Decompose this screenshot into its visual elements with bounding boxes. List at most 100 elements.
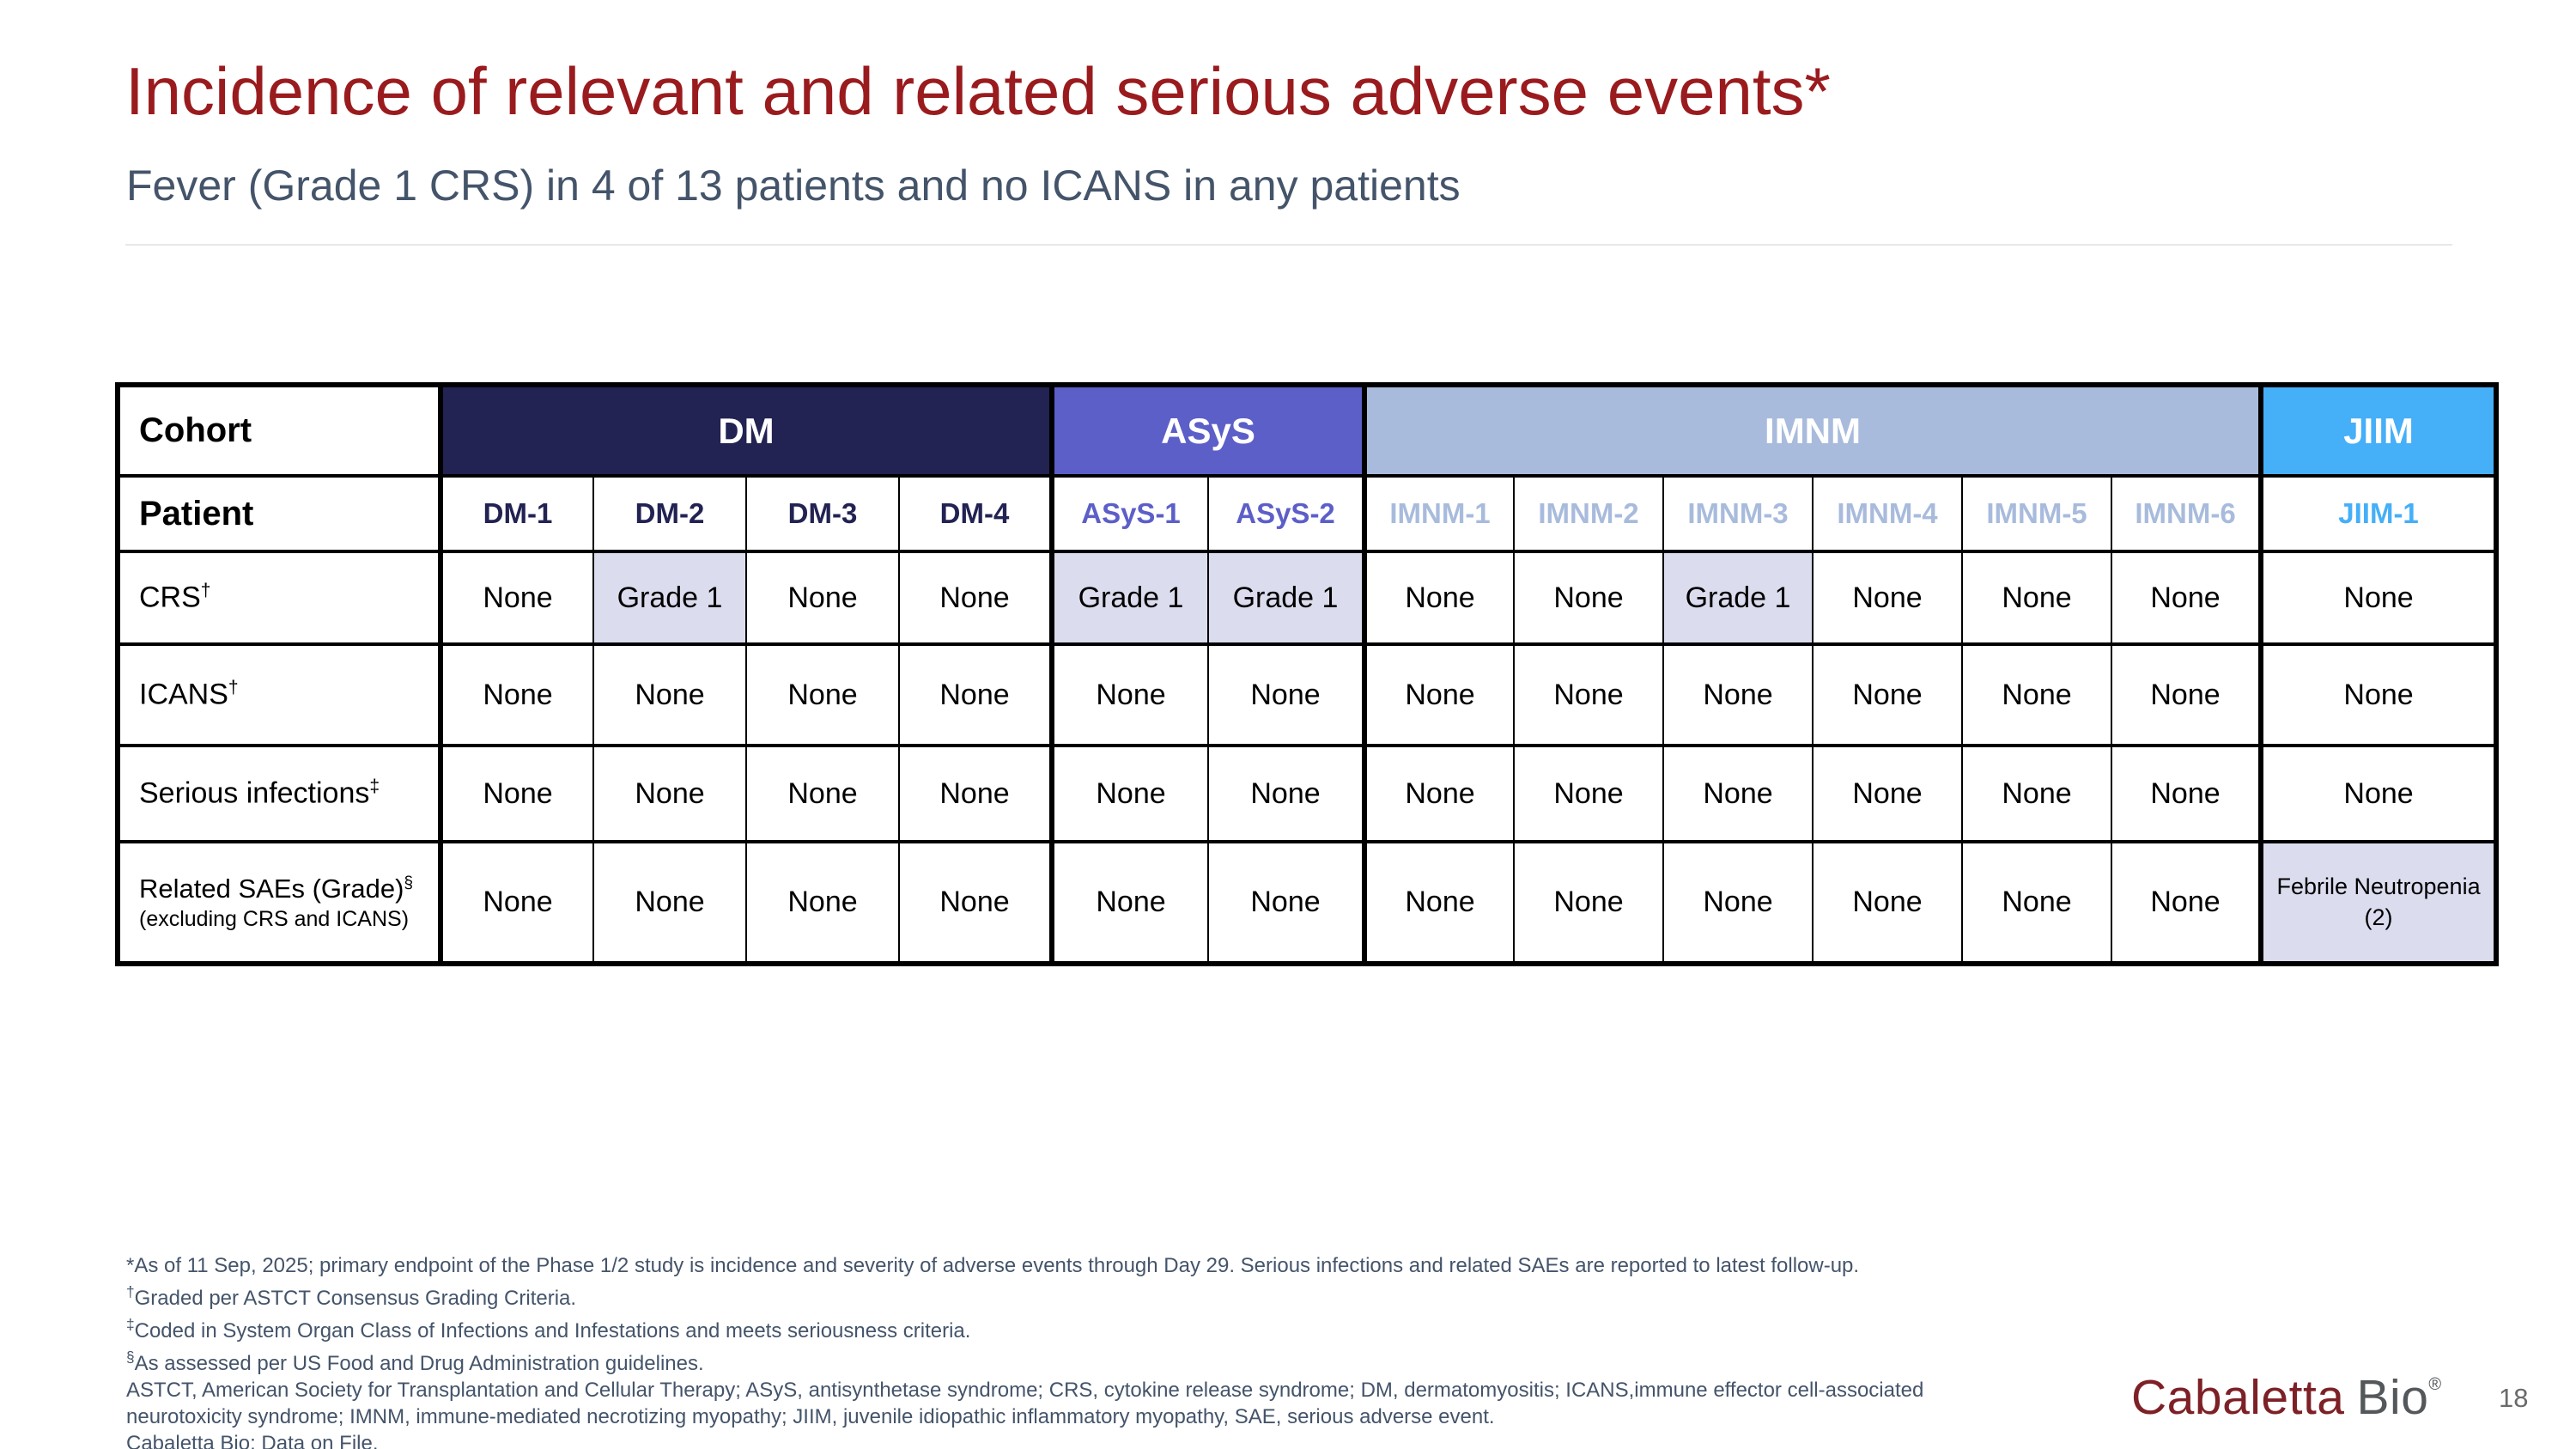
value-cell: None <box>1362 642 1516 747</box>
cohort-header-dm: DM <box>437 383 1054 478</box>
value-cell: None <box>1362 744 1516 843</box>
patient-header-dm-1: DM-1 <box>438 474 594 553</box>
value-cell: None <box>897 840 1054 965</box>
value-cell: None <box>1513 744 1665 843</box>
value-cell: None <box>745 744 900 843</box>
value-cell: None <box>2258 744 2498 843</box>
cohort-header-jiim: JIIM <box>2258 383 2498 478</box>
value-cell: None <box>1049 744 1210 843</box>
row-label-text: CRS <box>139 581 201 614</box>
value-cell: None <box>1812 642 1964 747</box>
patient-header-dm-2: DM-2 <box>592 474 747 553</box>
value-cell: None <box>1662 840 1814 965</box>
value-cell: None <box>2111 550 2263 646</box>
logo-text-cabaletta: Cabaletta <box>2131 1370 2345 1425</box>
table-row-icans: ICANS† None None None None None None Non… <box>117 642 2498 747</box>
cohort-header-imnm: IMNM <box>1362 383 2263 478</box>
row-label-text: Related SAEs (Grade) <box>139 873 404 904</box>
value-cell: None <box>745 642 900 747</box>
patient-header-jiim-1: JIIM-1 <box>2258 474 2498 553</box>
patient-header-row: Patient DM-1 DM-2 DM-3 DM-4 ASyS-1 ASyS-… <box>117 474 2498 553</box>
footnote-line: ‡Coded in System Organ Class of Infectio… <box>126 1312 1923 1344</box>
value-cell: None <box>1961 840 2113 965</box>
table-row-related-saes: Related SAEs (Grade)§ (excluding CRS and… <box>117 840 2498 965</box>
patient-header-dm-4: DM-4 <box>897 474 1054 553</box>
row-label-crs: CRS† <box>117 550 443 646</box>
patient-header-imnm-3: IMNM-3 <box>1662 474 1814 553</box>
row-label-related-saes: Related SAEs (Grade)§ (excluding CRS and… <box>117 840 443 965</box>
patient-header-dm-3: DM-3 <box>745 474 900 553</box>
value-cell: None <box>1513 642 1665 747</box>
value-cell: None <box>1207 642 1366 747</box>
footnotes-block: *As of 11 Sep, 2025; primary endpoint of… <box>126 1252 1923 1449</box>
patient-header-asys-2: ASyS-2 <box>1207 474 1366 553</box>
footnote-line: †Graded per ASTCT Consensus Grading Crit… <box>126 1279 1923 1312</box>
value-cell: None <box>897 744 1054 843</box>
footnote-text: ASTCT, American Society for Transplantat… <box>126 1379 1924 1402</box>
value-cell: None <box>592 744 747 843</box>
table-row-crs: CRS† None Grade 1 None None Grade 1 Grad… <box>117 550 2498 646</box>
cohort-header-asys: ASyS <box>1049 383 1366 478</box>
value-cell: None <box>1662 744 1814 843</box>
footnote-marker: † <box>228 678 239 698</box>
value-cell: Grade 1 <box>592 550 747 646</box>
footnote-marker: ‡ <box>126 1316 135 1333</box>
patient-header-imnm-4: IMNM-4 <box>1812 474 1964 553</box>
value-cell: None <box>592 642 747 747</box>
value-cell: None <box>1049 642 1210 747</box>
patient-header-imnm-6: IMNM-6 <box>2111 474 2263 553</box>
value-cell: None <box>1049 840 1210 965</box>
value-cell: Grade 1 <box>1049 550 1210 646</box>
value-cell: None <box>438 642 594 747</box>
value-cell: None <box>1812 550 1964 646</box>
value-cell: None <box>1961 642 2113 747</box>
footnote-marker: § <box>126 1349 135 1366</box>
value-cell: None <box>592 840 747 965</box>
value-cell: None <box>1207 744 1366 843</box>
row-label-icans: ICANS† <box>117 642 443 747</box>
value-cell: None <box>1961 550 2113 646</box>
value-cell: None <box>1812 744 1964 843</box>
value-cell: None <box>1207 840 1366 965</box>
value-cell: None <box>1362 840 1516 965</box>
value-cell: None <box>1961 744 2113 843</box>
footnote-marker: * <box>126 1254 135 1277</box>
footnote-marker: § <box>404 874 414 892</box>
row-label-text: ICANS <box>139 678 228 711</box>
header-divider <box>125 244 2452 246</box>
value-cell: None <box>1662 642 1814 747</box>
footnote-marker: ‡ <box>369 776 380 797</box>
footnote-text: Cabaletta Bio: Data on File. <box>126 1432 379 1449</box>
row-label-text: Serious infections <box>139 776 370 810</box>
value-cell: None <box>1812 840 1964 965</box>
page-number: 18 <box>2499 1383 2529 1413</box>
footnote-marker: † <box>126 1283 135 1300</box>
footnote-line: ASTCT, American Society for Transplantat… <box>126 1377 1923 1403</box>
value-cell: None <box>2111 642 2263 747</box>
value-cell: Grade 1 <box>1662 550 1814 646</box>
value-cell: None <box>2258 642 2498 747</box>
value-cell: None <box>2258 550 2498 646</box>
value-cell: None <box>438 744 594 843</box>
footnote-text: Graded per ASTCT Consensus Grading Crite… <box>134 1287 577 1310</box>
footnote-text: neurotoxicity syndrome; IMNM, immune-med… <box>126 1405 1495 1428</box>
value-cell: None <box>1513 840 1665 965</box>
value-cell: None <box>745 550 900 646</box>
value-cell: None <box>897 642 1054 747</box>
value-cell: None <box>2111 840 2263 965</box>
value-cell: None <box>2111 744 2263 843</box>
value-cell: None <box>1513 550 1665 646</box>
value-cell: None <box>1362 550 1516 646</box>
value-cell: Febrile Neutropenia (2) <box>2258 840 2498 965</box>
patient-header-imnm-5: IMNM-5 <box>1961 474 2113 553</box>
value-cell: None <box>745 840 900 965</box>
footnote-text: Coded in System Organ Class of Infection… <box>134 1319 971 1342</box>
row-label-serious-infections: Serious infections‡ <box>117 744 443 843</box>
footnote-text: As assessed per US Food and Drug Adminis… <box>134 1352 704 1375</box>
logo-text-bio: Bio <box>2356 1370 2429 1425</box>
footnote-line: neurotoxicity syndrome; IMNM, immune-med… <box>126 1403 1923 1430</box>
value-cell: Grade 1 <box>1207 550 1366 646</box>
page-title: Incidence of relevant and related seriou… <box>125 53 1831 129</box>
footnote-line: §As assessed per US Food and Drug Admini… <box>126 1344 1923 1377</box>
